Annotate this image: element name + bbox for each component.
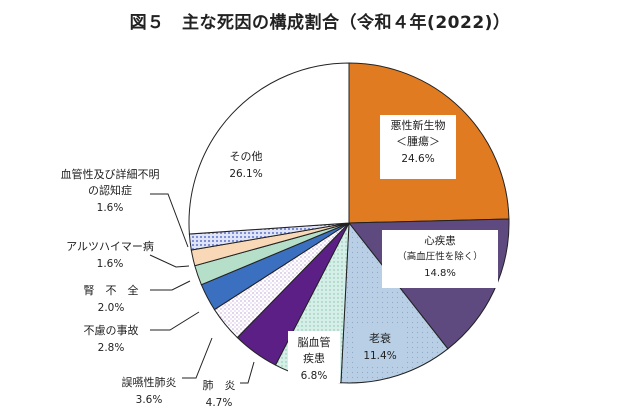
chart-title: 図５ 主な死因の構成割合（令和４年(2022)） (129, 13, 511, 33)
slice-label-11: その他 26.1% (229, 150, 262, 180)
slice-label-3: 老衰 11.4% (363, 331, 396, 362)
leader-line-6 (182, 337, 213, 379)
label-box (380, 115, 456, 179)
leader-line-7 (150, 311, 200, 331)
slice-label-4: 脳血管疾患 6.8% (298, 335, 331, 382)
leader-line-9 (149, 254, 190, 268)
slice-label-8: 腎 不 全 2.0% (84, 283, 139, 314)
label-box (382, 230, 498, 288)
leader-line-8 (150, 280, 191, 291)
slice-label-10: 血管性及び詳細不明の認知症 1.6% (61, 167, 160, 214)
leader-line-5 (240, 361, 255, 384)
slice-label-7: 不慮の事故 2.8% (84, 323, 139, 354)
slice-label-2: 心疾患（高血圧性を除く） 14.8% (397, 234, 483, 279)
pie-slice-11 (188, 62, 350, 235)
slice-label-6: 誤嚥性肺炎 3.6% (122, 375, 177, 406)
leader-line-10 (150, 193, 189, 248)
slice-label-9: アルツハイマー病 1.6% (66, 239, 154, 270)
label-box (354, 327, 406, 363)
label-box (288, 331, 340, 383)
slice-label-1: 悪性新生物＜腫瘍＞ 24.6% (391, 118, 446, 165)
slice-label-5: 肺 炎 4.7% (203, 379, 236, 409)
